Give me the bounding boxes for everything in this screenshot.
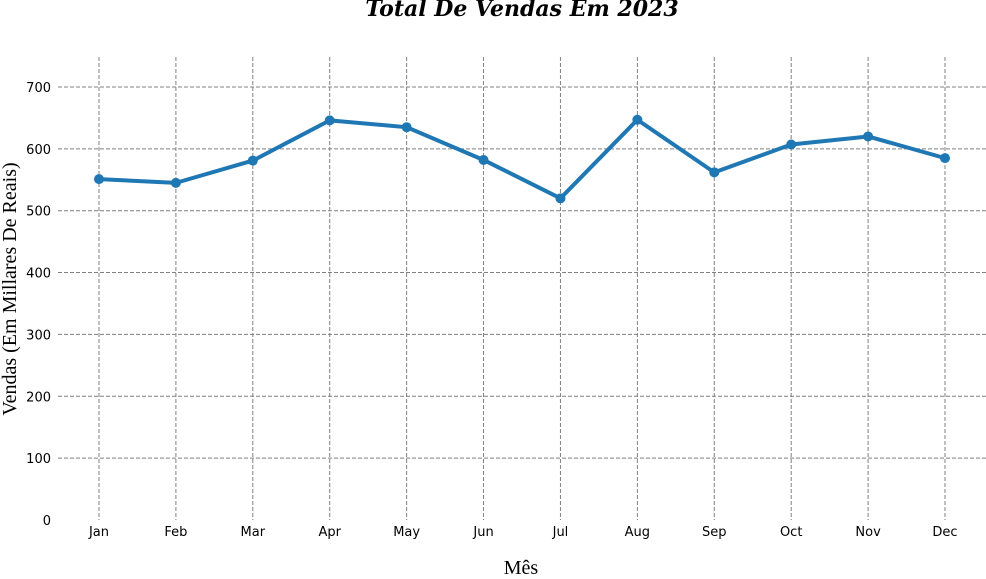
- x-tick-label: Nov: [855, 525, 881, 540]
- data-point: [709, 167, 720, 178]
- data-point: [94, 174, 104, 185]
- y-tick-label: 400: [26, 267, 51, 282]
- data-point: [863, 131, 874, 142]
- x-tick-label: Oct: [780, 525, 802, 540]
- y-tick-label: 300: [26, 328, 51, 343]
- data-point: [170, 177, 181, 188]
- y-tick-label: 500: [26, 205, 51, 220]
- series-line: [97, 117, 947, 201]
- data-point: [324, 115, 335, 126]
- data-point: [786, 139, 797, 150]
- x-tick-label: Feb: [164, 525, 187, 540]
- series-layer: [94, 114, 950, 204]
- x-tick-label: Mar: [241, 525, 266, 540]
- y-axis-label: Vendas (Em Millares De Reais): [0, 162, 21, 415]
- x-tick-label: Dec: [932, 525, 957, 540]
- x-tick-label: Sep: [702, 525, 727, 540]
- data-point: [940, 153, 950, 164]
- x-tick-label: Apr: [318, 525, 341, 540]
- y-tick-label: 700: [26, 81, 51, 96]
- data-point: [555, 193, 566, 204]
- x-axis-ticks: Jan Feb Mar Apr May Jun Jul Aug Sep Oct Nov Dec: [88, 525, 958, 540]
- x-tick-label: Jan: [88, 525, 109, 540]
- chart-title: Total De Vendas Em 2023: [365, 0, 678, 22]
- grid-layer: [58, 57, 986, 520]
- x-tick-label: Jun: [472, 525, 493, 540]
- y-tick-label: 200: [26, 390, 51, 405]
- data-point: [401, 122, 412, 133]
- x-tick-label: May: [393, 525, 420, 540]
- y-axis-ticks: 0 100 200 300 400 500 600 700: [26, 81, 51, 529]
- y-tick-label: 100: [26, 452, 51, 467]
- data-point: [632, 114, 643, 125]
- x-tick-label: Jul: [552, 525, 569, 540]
- data-point: [478, 154, 489, 165]
- y-tick-label: 600: [26, 143, 51, 158]
- x-tick-label: Aug: [625, 525, 650, 540]
- data-point: [247, 155, 258, 166]
- x-axis-label: Mês: [504, 557, 539, 579]
- y-tick-label: 0: [43, 514, 51, 529]
